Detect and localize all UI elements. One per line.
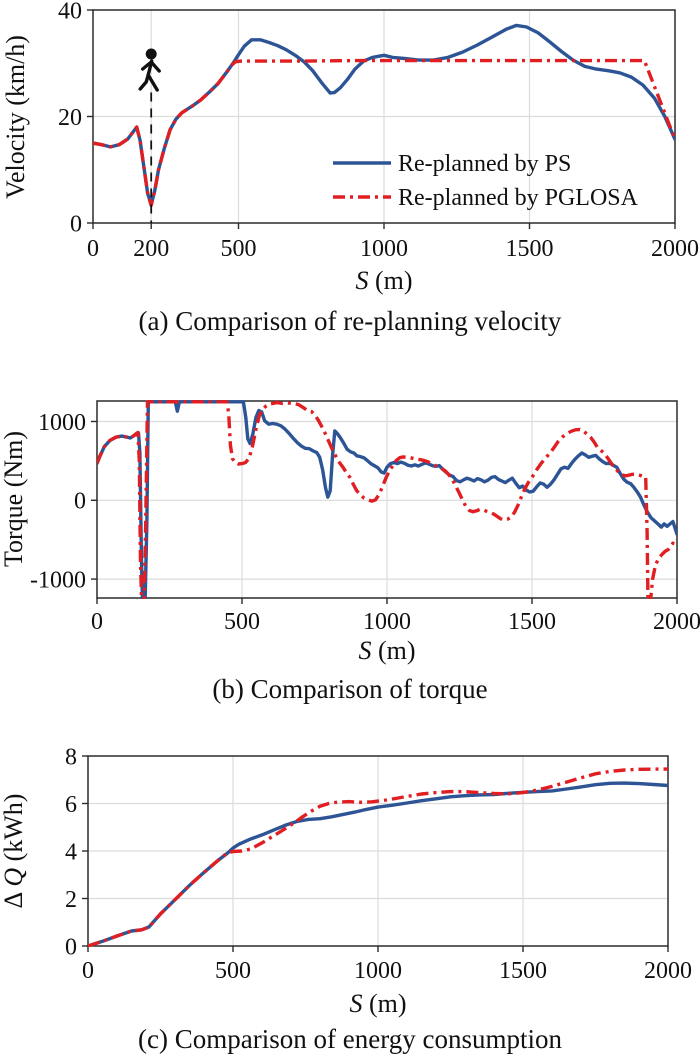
caption-torque: (b) Comparison of torque (212, 674, 488, 704)
caption-energy: (c) Comparison of energy consumption (138, 1024, 562, 1054)
x-tick-label: 2000 (644, 958, 692, 984)
caption-velocity: (a) Comparison of re-planning velocity (138, 306, 562, 336)
series-pglosa-line (97, 400, 677, 599)
series-group (93, 23, 675, 208)
y-tick-label: 0 (65, 934, 77, 960)
x-tick-label: 2000 (653, 609, 700, 635)
plot-frame (87, 755, 669, 947)
y-tick-label: 40 (58, 0, 82, 24)
x-axis-label: S (m) (349, 989, 406, 1018)
x-tick-label: 200 (133, 236, 169, 262)
x-tick-label: 1500 (499, 958, 547, 984)
x-tick-label: 500 (221, 236, 257, 262)
series-ps-line (93, 23, 675, 207)
y-axis-label: Torque (Nm) (0, 431, 28, 567)
energy-chart-section: 0 500 1000 1500 2000 0 2 4 6 8 S (m) Δ Q (kWh) (c) … (0, 728, 700, 1056)
velocity-chart-section: 0 200 500 1000 1500 2000 0 20 40 Re-planned by PS… (0, 0, 700, 338)
x-tick-label: 500 (224, 609, 260, 635)
plot-frame (92, 9, 676, 224)
series-group (97, 400, 677, 599)
x-tick-label: 0 (82, 958, 94, 984)
x-tick-label: 0 (87, 236, 99, 262)
velocity-plot: 0 200 500 1000 1500 2000 0 20 40 Re-planned by PS… (1, 0, 699, 295)
y-tick-label: 0 (70, 211, 82, 237)
pedestrian-icon (138, 48, 161, 92)
legend: Re-planned by PS Re-planned by PGLOSA (333, 151, 639, 211)
y-tick-label: -1000 (30, 567, 86, 593)
series-ps-line (97, 400, 677, 599)
legend-label-ps: Re-planned by PS (398, 151, 571, 177)
x-tick-label: 500 (215, 958, 251, 984)
x-axis-label: S (m) (358, 636, 415, 665)
x-tick-label: 2000 (651, 236, 699, 262)
series-pglosa-line (93, 58, 675, 208)
plot-frame (96, 400, 678, 599)
x-tick-label: 1000 (360, 236, 408, 262)
y-tick-label: 6 (65, 792, 77, 818)
y-tick-label: 4 (65, 839, 77, 865)
series-pglosa-line (88, 767, 668, 947)
series-group (88, 767, 668, 947)
x-tick-label: 1000 (354, 958, 402, 984)
y-tick-label: 1000 (38, 410, 86, 436)
legend-label-pglosa: Re-planned by PGLOSA (398, 185, 639, 211)
x-tick-label: 1500 (506, 236, 554, 262)
x-tick-label: 1500 (508, 609, 556, 635)
y-tick-label: 8 (65, 744, 77, 770)
x-tick-label: 0 (91, 609, 103, 635)
x-tick-label: 1000 (363, 609, 411, 635)
y-tick-label: 20 (58, 105, 82, 131)
y-tick-label: 2 (65, 887, 77, 913)
y-axis-label: Velocity (km/h) (1, 35, 30, 199)
torque-chart-section: 0 500 1000 1500 2000 -1000 0 1000 S (m) Torque (N… (0, 368, 700, 706)
energy-plot: 0 500 1000 1500 2000 0 2 4 6 8 S (m) Δ Q (kWh) (0, 744, 692, 1018)
y-axis-label: Δ Q (kWh) (0, 794, 28, 909)
x-axis-label: S (m) (355, 266, 412, 295)
y-tick-label: 0 (74, 489, 86, 515)
